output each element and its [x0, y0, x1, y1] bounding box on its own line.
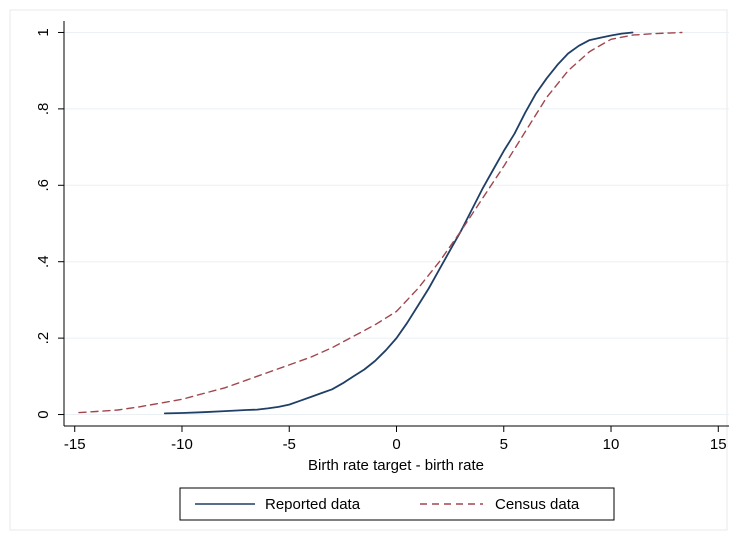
legend-label-reported: Reported data — [265, 496, 361, 513]
x-axis-title: Birth rate target - birth rate — [308, 457, 484, 474]
y-tick-label: .4 — [35, 255, 52, 268]
axes-layer: -15 -10 -5 0 5 10 15 0 .2 .4 .6 .8 1 — [35, 21, 729, 453]
outer-frame — [9, 9, 728, 531]
series-line-reported — [163, 31, 634, 415]
y-tick-label: 0 — [35, 410, 52, 418]
y-tick-label: .8 — [35, 103, 52, 116]
x-tick-label: -15 — [64, 436, 86, 453]
grid-layer — [64, 31, 729, 416]
x-tick-label: 5 — [500, 436, 508, 453]
x-tick-label: -10 — [171, 436, 193, 453]
series-line-census — [78, 31, 683, 414]
x-tick-label: 0 — [392, 436, 400, 453]
legend-box — [179, 487, 615, 521]
legend-label-census: Census data — [495, 496, 580, 513]
series-layer — [78, 31, 683, 415]
legend: Reported data Census data — [179, 487, 615, 521]
y-tick-label: 1 — [35, 28, 52, 36]
x-tick-label: 10 — [603, 436, 620, 453]
y-tick-label: .2 — [35, 332, 52, 345]
y-tick-label: .6 — [35, 179, 52, 192]
x-tick-label: -5 — [283, 436, 296, 453]
x-tick-label: 15 — [710, 436, 727, 453]
